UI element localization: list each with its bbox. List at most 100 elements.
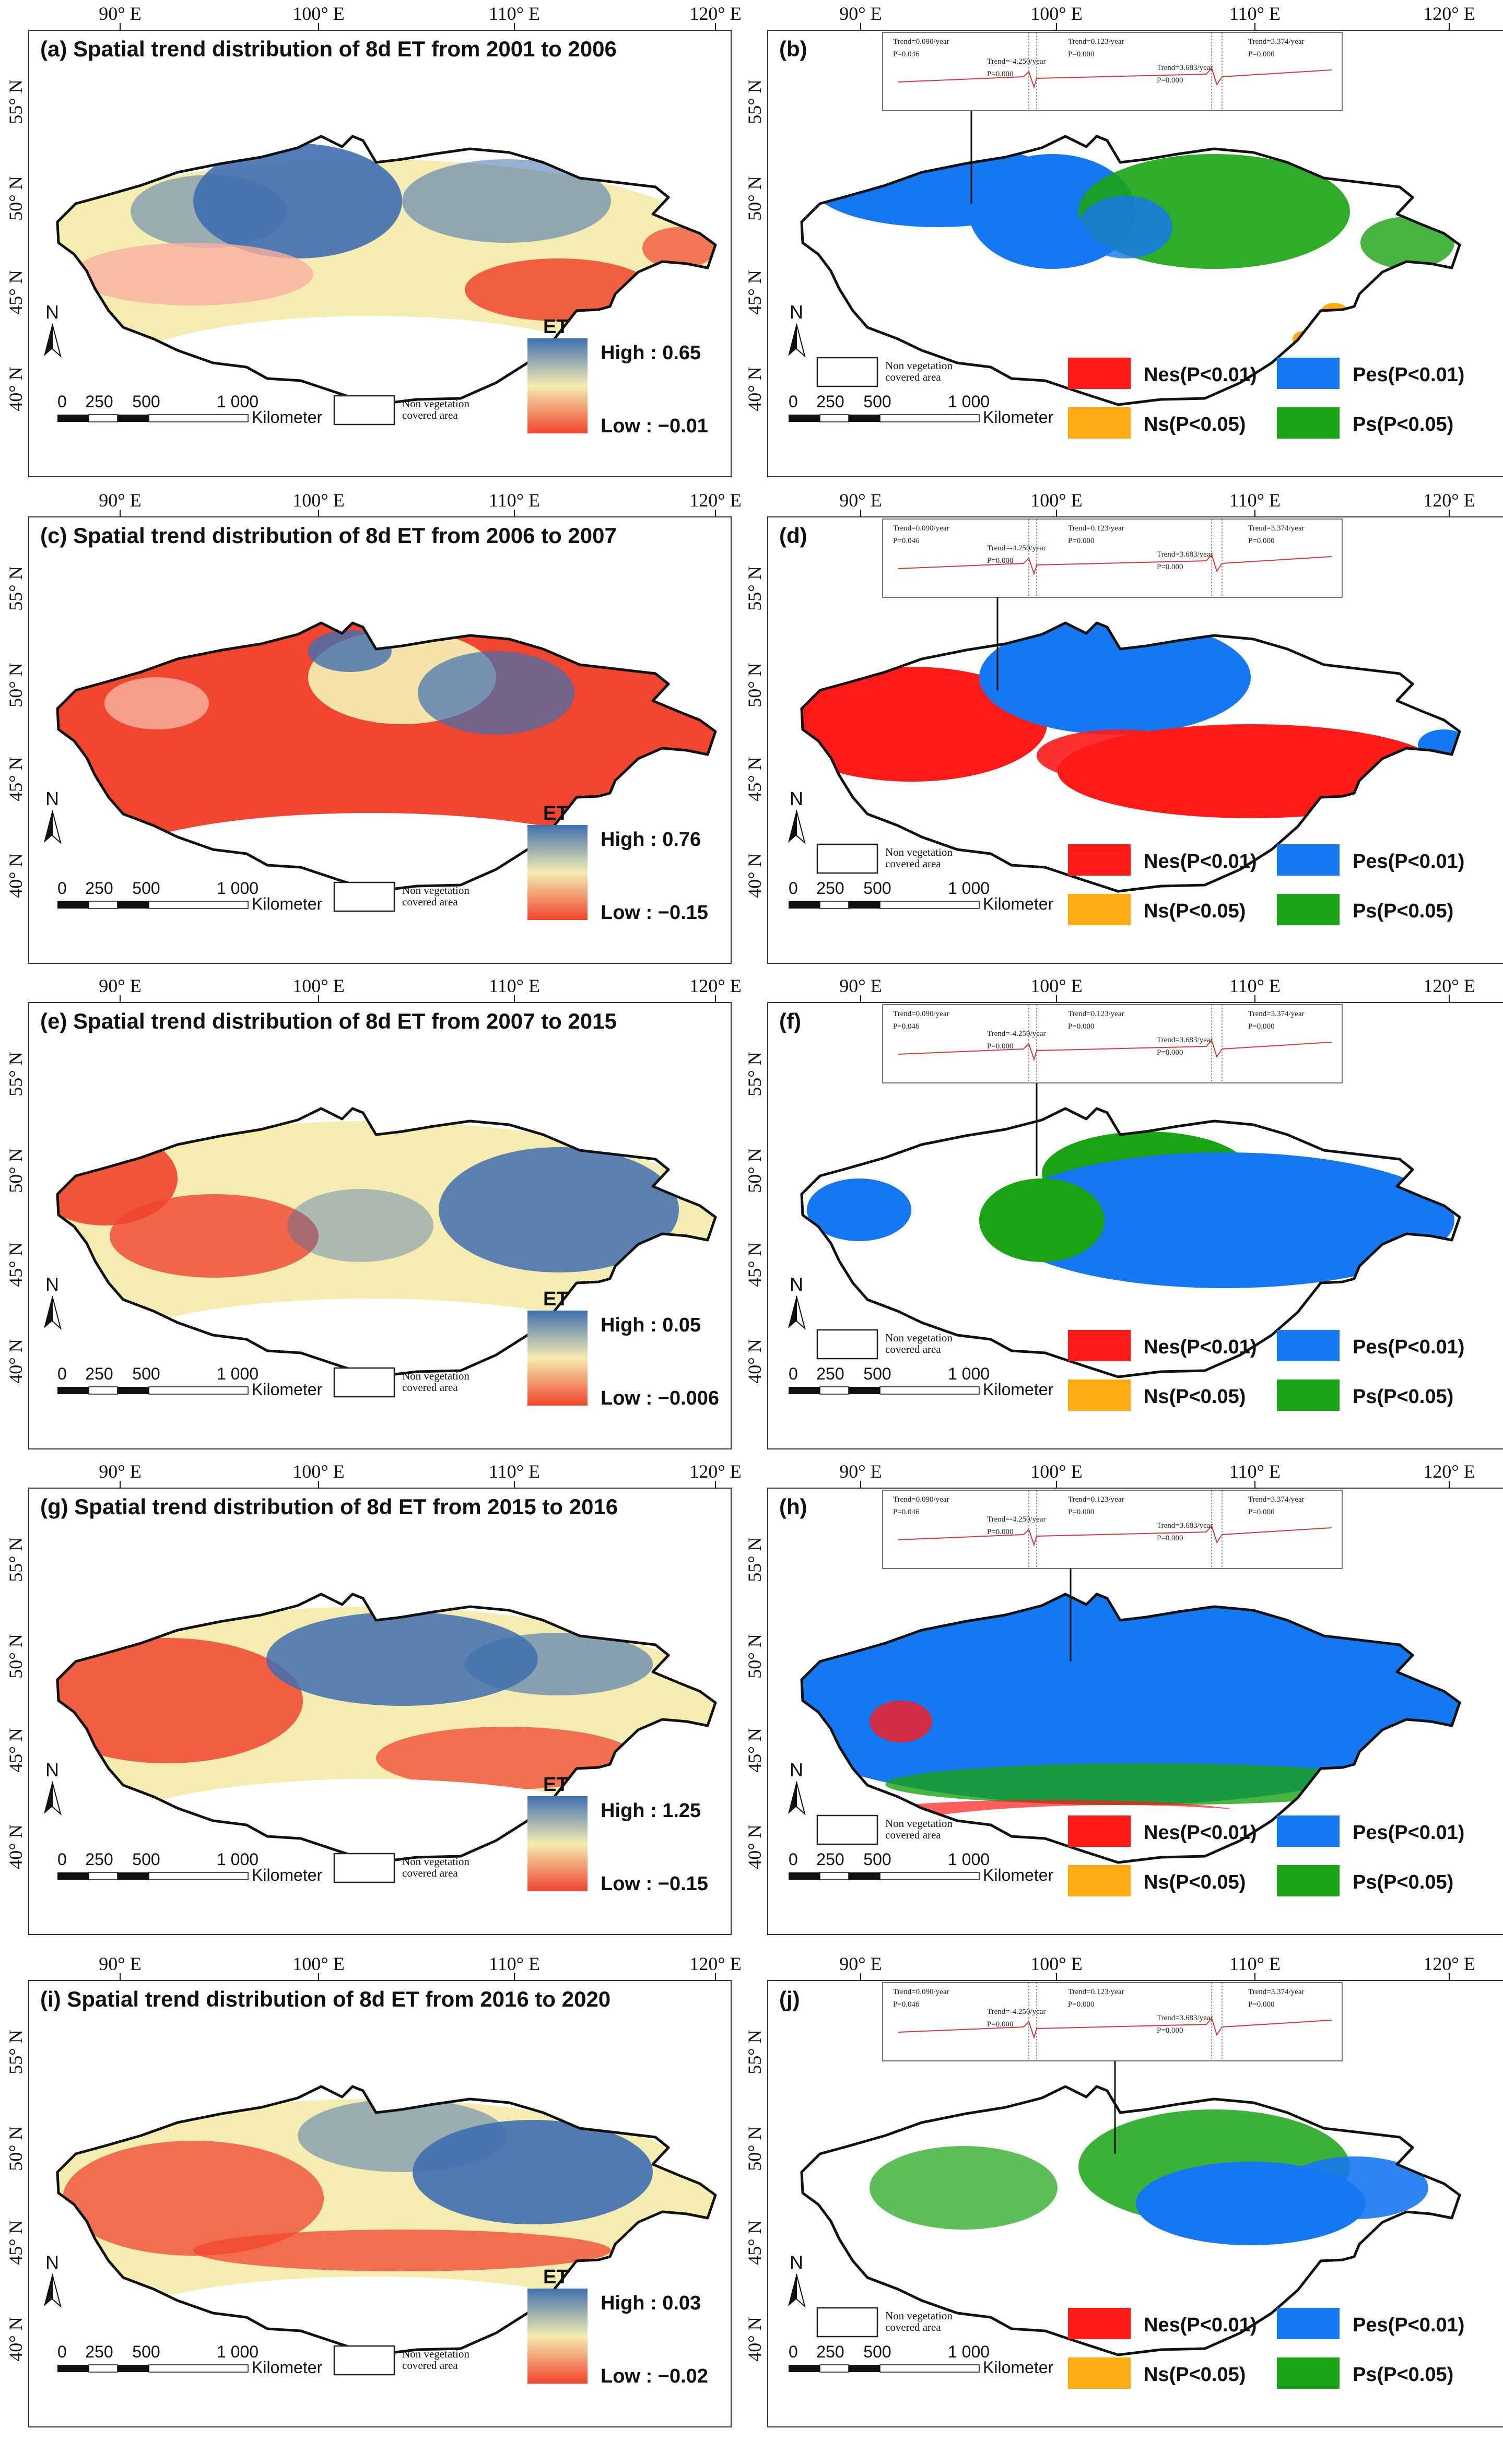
scale-seg <box>819 414 849 422</box>
lat-label: 40° N <box>744 1339 765 1383</box>
lon-label: 110° E <box>1229 490 1281 511</box>
et-label: ET <box>543 2266 569 2288</box>
inset-trend: Trend=3.374/year <box>1248 524 1304 533</box>
non-vegetation-swatch <box>816 2307 878 2338</box>
panel-d: 90° E 100° E 110° E 120° E 55° N 50° N 45° N 40… <box>744 490 1503 964</box>
north-arrow-left <box>44 1296 52 1328</box>
et-gradient <box>527 1796 588 1891</box>
panel-frame <box>28 30 732 477</box>
inset-pvalue: P=0.000 <box>1068 1022 1095 1031</box>
inset-trend-line <box>898 2017 1332 2039</box>
panel-g: 90° E 100° E 110° E 120° E 55° N 50° N 45° N 40… <box>5 1461 742 1935</box>
nes-label: Nes(P<0.01) <box>1144 1822 1257 1844</box>
high-region <box>439 1147 679 1272</box>
pes-swatch <box>1277 358 1340 389</box>
scale-seg <box>148 1386 249 1395</box>
lon-label: 100° E <box>1030 3 1082 24</box>
scale-unit: Kilometer <box>983 408 1054 427</box>
et-label: ET <box>543 316 569 338</box>
low-region <box>104 677 209 729</box>
ps-label: Ps(P<0.05) <box>1353 2364 1453 2386</box>
inset-drop: Trend=-4.250/year <box>987 2008 1046 2016</box>
inset-trend-line <box>898 1039 1332 1062</box>
lat-label: 40° N <box>5 1824 26 1869</box>
inset-trend: Trend=3.374/year <box>1248 1988 1304 1996</box>
pes-swatch <box>1277 2308 1340 2339</box>
lon-label: 120° E <box>689 1461 741 1482</box>
high-region <box>465 1633 653 1695</box>
panel-f: 90° E 100° E 110° E 120° E 55° N 50° N 45° N 40… <box>744 975 1503 1449</box>
lat-label: 45° N <box>5 757 26 801</box>
non-vegetation-label: covered area <box>402 1381 458 1394</box>
lon-label: 90° E <box>99 490 141 511</box>
inset-trend-line <box>898 553 1332 576</box>
scale-seg <box>879 901 980 909</box>
high-region <box>131 175 287 248</box>
scale-tick: 0 <box>789 1364 798 1383</box>
scale-seg <box>849 1387 880 1394</box>
panel-a: 90° E 100° E 110° E 120° E 55° N 50° N 45° N 40… <box>5 3 742 477</box>
scale-seg <box>849 415 880 422</box>
north-arrow: N <box>788 2251 806 2308</box>
et-colorbar: ET High : 1.25 Low : −0.15 <box>527 1774 708 1895</box>
ps-swatch <box>1277 2357 1340 2389</box>
scale-tick: 250 <box>85 2342 113 2361</box>
inset-drop: Trend=3.683/year <box>1157 550 1213 559</box>
inset-frame <box>882 518 1343 598</box>
scale-unit: Kilometer <box>252 894 323 913</box>
country-outline <box>800 1593 1461 1864</box>
scale-seg <box>849 2365 880 2372</box>
scale-tick: 500 <box>132 879 160 898</box>
panel-e: 90° E 100° E 110° E 120° E 55° N 50° N 45° N 40… <box>5 975 742 1449</box>
et-high-label: High : 1.25 <box>601 1800 701 1822</box>
ps-swatch <box>1277 1380 1340 1411</box>
low-region <box>642 227 715 269</box>
panel-title: (g) Spatial trend distribution of 8d ET … <box>40 1494 618 1519</box>
non-vegetation-region <box>99 1779 642 1862</box>
inset-drop: Trend=-4.250/year <box>987 544 1046 552</box>
lon-label: 90° E <box>99 975 141 996</box>
scale-unit: Kilometer <box>252 1380 323 1399</box>
panel-title: (b) <box>779 37 807 61</box>
lon-label: 110° E <box>489 1461 540 1482</box>
scale-tick: 0 <box>789 392 798 411</box>
nes-region <box>802 667 1047 782</box>
nes-label: Nes(P<0.01) <box>1144 851 1257 873</box>
nes-swatch <box>1068 358 1131 389</box>
north-label: N <box>45 301 59 323</box>
lat-label: 45° N <box>744 2220 765 2265</box>
mongolia-map <box>56 1593 717 1864</box>
high-region <box>402 159 611 243</box>
north-arrow: N <box>788 301 806 358</box>
lon-label: 100° E <box>1030 1461 1082 1482</box>
inset-pvalue: P=0.046 <box>893 50 920 58</box>
lon-label: 120° E <box>689 3 741 24</box>
et-gradient <box>527 1311 588 1406</box>
non-vegetation-swatch <box>816 357 878 387</box>
high-region <box>266 1612 538 1706</box>
scale-seg <box>789 415 820 422</box>
panel-frame <box>767 1002 1503 1449</box>
pes-region <box>979 623 1251 735</box>
country-outline <box>800 135 1461 406</box>
non-vegetation-label: covered area <box>885 2321 941 2333</box>
ps-swatch <box>1277 894 1340 925</box>
panel-title: (c) Spatial trend distribution of 8d ET … <box>40 523 617 548</box>
non-vegetation-label: Non vegetation <box>402 2348 469 2360</box>
ps-region <box>1360 217 1454 269</box>
inset-trend: Trend=3.374/year <box>1248 1010 1304 1018</box>
panel-frame <box>767 30 1503 477</box>
lat-label: 40° N <box>5 853 26 898</box>
scale-tick: 250 <box>85 879 113 898</box>
mongolia-map <box>56 1107 717 1378</box>
inset-trend: Trend=0.090/year <box>893 524 949 533</box>
lat-label: 55° N <box>5 79 26 124</box>
lat-label: 45° N <box>744 1242 765 1287</box>
